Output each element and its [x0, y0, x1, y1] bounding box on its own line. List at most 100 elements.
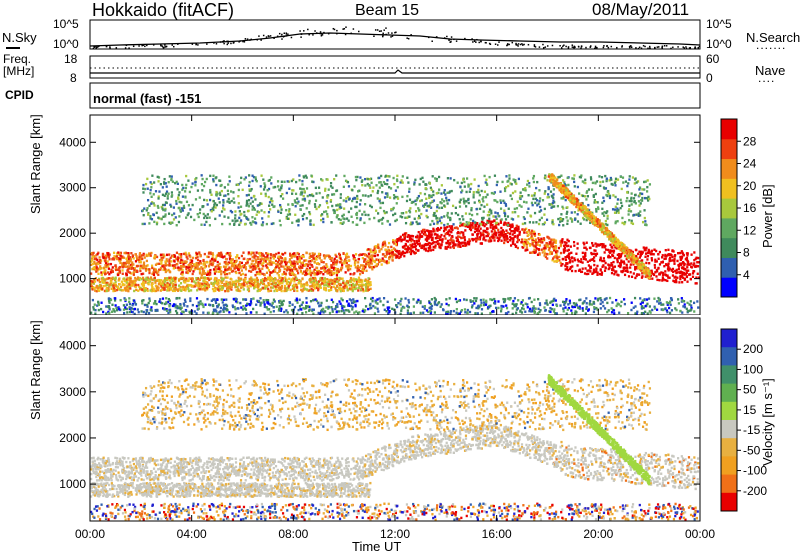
- echo-cell: [368, 217, 371, 221]
- echo-cell: [337, 270, 340, 273]
- echo-cell: [533, 211, 537, 215]
- echo-cell: [369, 248, 372, 251]
- echo-cell: [252, 175, 256, 179]
- nsearch-dot: [542, 47, 545, 49]
- echo-cell: [262, 188, 266, 191]
- echo-cell: [433, 233, 436, 236]
- echo-cell: [182, 263, 185, 266]
- nsearch-dot: [665, 45, 668, 47]
- echo-cell: [292, 277, 295, 280]
- echo-cell: [373, 254, 377, 258]
- echo-cell: [96, 287, 100, 291]
- echo-cell: [693, 258, 696, 262]
- echo-cell: [562, 207, 565, 210]
- nsearch-dot: [336, 29, 338, 32]
- radar-title: Hokkaido (fitACF): [92, 0, 235, 20]
- echo-cell: [185, 284, 189, 288]
- echo-cell: [679, 258, 682, 262]
- echo-cell: [193, 268, 196, 271]
- echo-cell: [434, 214, 437, 218]
- echo-cell: [248, 281, 251, 285]
- echo-cell: [173, 283, 176, 287]
- echo-cell: [115, 266, 118, 269]
- echo-cell: [249, 202, 252, 205]
- echo-cell: [276, 180, 280, 183]
- echo-cell: [105, 256, 108, 259]
- echo-cell: [479, 227, 482, 230]
- nsearch-dot: [571, 44, 574, 46]
- echo-cell: [379, 258, 382, 262]
- echo-cell: [360, 253, 363, 256]
- echo-cell: [510, 217, 513, 220]
- echo-cell: [187, 289, 191, 293]
- echo-cell: [600, 243, 604, 246]
- echo-cell: [208, 198, 212, 202]
- echo-cell: [669, 253, 672, 256]
- echo-cell: [222, 198, 225, 202]
- echo-cell: [258, 283, 262, 286]
- echo-cell: [413, 252, 416, 255]
- echo-cell: [522, 242, 525, 245]
- echo-cell: [246, 288, 250, 291]
- echo-cell: [696, 272, 699, 275]
- echo-cell: [237, 206, 240, 209]
- echo-cell: [664, 257, 667, 260]
- echo-cell: [270, 263, 273, 266]
- echo-cell: [374, 245, 377, 248]
- echo-cell: [228, 285, 232, 288]
- echo-cell: [528, 229, 531, 232]
- echo-cell: [646, 190, 649, 193]
- echo-cell: [479, 231, 482, 235]
- echo-cell: [229, 267, 233, 270]
- echo-cell: [239, 277, 243, 280]
- echo-cell: [426, 215, 429, 219]
- echo-cell: [203, 263, 207, 266]
- echo-cell: [210, 282, 213, 285]
- echo-cell: [363, 221, 366, 225]
- echo-cell: [312, 276, 315, 280]
- echo-cell: [182, 186, 185, 190]
- echo-cell: [599, 257, 602, 261]
- echo-cell: [104, 278, 107, 281]
- echo-cell: [648, 183, 652, 186]
- echo-cell: [184, 253, 187, 256]
- echo-cell: [247, 209, 250, 213]
- echo-cell: [214, 289, 217, 293]
- echo-cell: [487, 221, 490, 224]
- echo-cell: [159, 268, 162, 271]
- echo-cell: [222, 207, 225, 210]
- echo-cell: [692, 263, 695, 267]
- echo-cell: [107, 286, 110, 290]
- echo-cell: [313, 203, 317, 206]
- echo-cell: [156, 262, 159, 266]
- echo-cell: [609, 264, 612, 267]
- echo-cell: [203, 279, 206, 283]
- echo-cell: [620, 201, 623, 205]
- echo-cell: [671, 259, 674, 262]
- echo-cell: [324, 279, 327, 282]
- echo-cell: [262, 254, 265, 257]
- echo-cell: [641, 188, 644, 191]
- echo-cell: [364, 278, 367, 281]
- echo-cell: [163, 288, 166, 291]
- echo-cell: [279, 205, 282, 209]
- echo-cell: [364, 184, 367, 187]
- echo-cell: [291, 192, 294, 195]
- echo-cell: [367, 262, 371, 266]
- echo-cell: [551, 205, 554, 208]
- echo-cell: [251, 255, 254, 259]
- echo-cell: [184, 196, 187, 199]
- echo-cell: [462, 197, 465, 201]
- echo-cell: [634, 193, 637, 197]
- echo-cell: [271, 261, 274, 264]
- echo-cell: [538, 189, 541, 192]
- echo-cell: [410, 240, 413, 243]
- echo-cell: [594, 254, 598, 257]
- echo-cell: [480, 223, 483, 226]
- echo-cell: [403, 254, 406, 258]
- echo-cell: [386, 193, 389, 197]
- nsearch-dot: [444, 37, 446, 39]
- echo-cell: [257, 283, 260, 286]
- echo-cell: [124, 289, 128, 292]
- echo-cell: [658, 263, 662, 266]
